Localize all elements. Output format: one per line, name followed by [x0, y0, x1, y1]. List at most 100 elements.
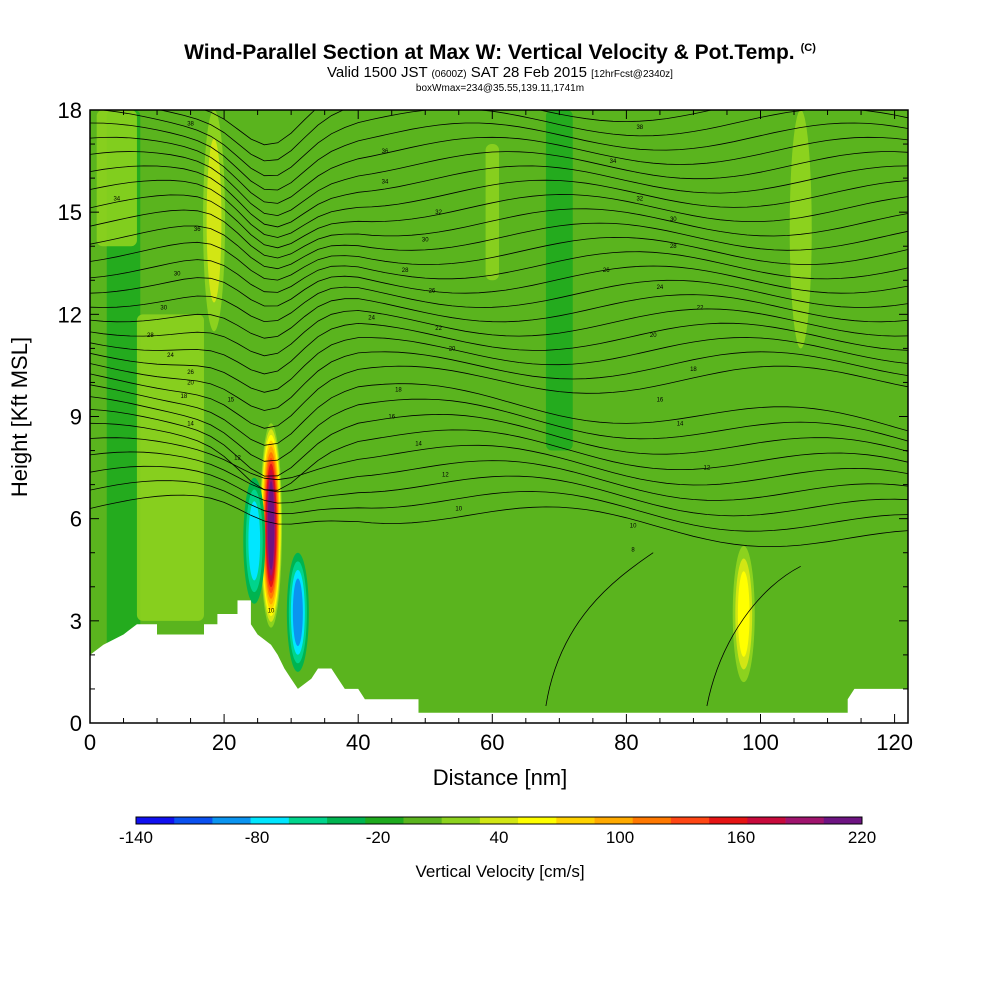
colorbar-swatch: [518, 817, 557, 824]
colorbar-swatch: [288, 817, 328, 824]
contour-label: 34: [610, 159, 617, 165]
copyright-mark: (C): [800, 42, 816, 54]
colorbar-swatch: [747, 817, 786, 824]
contour-label: 30: [670, 217, 677, 223]
velocity-core: [267, 481, 275, 570]
pot-temp-contour: [90, 480, 908, 532]
velocity-core: [206, 138, 222, 303]
contour-label: 18: [181, 394, 188, 400]
velocity-band: [96, 110, 137, 247]
x-tick-label: 20: [212, 730, 236, 755]
contour-label: 12: [704, 466, 711, 472]
colorbar-swatch: [823, 817, 863, 824]
contour-label: 30: [174, 271, 181, 277]
chart-title: Wind-Parallel Section at Max W: Vertical…: [0, 36, 1000, 65]
contour-label: 12: [234, 455, 241, 461]
contour-label: 34: [113, 197, 120, 203]
y-tick-label: 6: [70, 507, 82, 532]
y-tick-label: 18: [58, 98, 82, 123]
colorbar-tick-label: -20: [366, 828, 391, 847]
x-axis-title: Distance [nm]: [432, 765, 568, 790]
y-tick-label: 9: [70, 405, 82, 430]
y-tick-label: 3: [70, 609, 82, 634]
colorbar-swatch: [709, 817, 748, 824]
contour-label: 38: [636, 125, 643, 131]
pot-temp-contour: [90, 451, 908, 501]
valid-prefix: Valid 1500 JST: [327, 64, 428, 81]
velocity-core: [789, 110, 812, 349]
pot-temp-contour: [90, 208, 908, 259]
pot-temp-contour: [90, 294, 908, 339]
colorbar-tick-label: 160: [727, 828, 755, 847]
pot-temp-contour: [90, 365, 908, 429]
contour-label: 30: [160, 306, 167, 312]
contour-label: 34: [382, 180, 389, 186]
x-tick-label: 80: [614, 730, 638, 755]
chart-title-block: Wind-Parallel Section at Max W: Vertical…: [0, 36, 1000, 94]
pot-temp-contour: [90, 437, 908, 486]
pot-temp-contour: [90, 151, 908, 217]
colorbar-swatch: [212, 817, 251, 824]
y-tick-label: 0: [70, 711, 82, 736]
pot-temp-contours: [90, 110, 908, 707]
contour-label: 24: [657, 285, 664, 291]
contour-label: 28: [402, 268, 409, 274]
contour-label: 16: [388, 415, 395, 421]
colorbar-swatch: [785, 817, 825, 824]
velocity-band: [106, 110, 141, 723]
contour-label: 38: [187, 122, 194, 128]
pot-temp-contour: [90, 383, 908, 446]
colorbar-swatch: [136, 817, 175, 824]
valid-date: SAT 28 Feb 2015: [470, 64, 587, 81]
contour-label: 18: [690, 367, 697, 373]
y-tick-label: 15: [58, 200, 82, 225]
contour-label: 12: [442, 472, 449, 478]
contour-label: 16: [657, 397, 664, 403]
pot-temp-contour: [158, 110, 714, 162]
pot-temp-contour: [90, 265, 908, 307]
pot-temp-contour: [90, 337, 908, 393]
colorbar-tick-label: 40: [490, 828, 509, 847]
pot-temp-contour: [90, 279, 908, 323]
contour-label: 24: [368, 316, 375, 322]
velocity-band: [485, 144, 499, 281]
pot-temp-contour: [90, 396, 908, 462]
colorbar-swatch: [594, 817, 634, 824]
contour-label: 26: [603, 268, 610, 274]
contour-label: 10: [268, 609, 275, 615]
contour-label: 14: [187, 421, 194, 427]
contour-label: 8: [631, 547, 635, 553]
contour-label: 14: [415, 442, 422, 448]
colorbar-swatch: [632, 817, 672, 824]
pot-temp-contour: [90, 351, 908, 411]
colorbar-title: Vertical Velocity [cm/s]: [415, 862, 585, 881]
colorbar-tick-label: 100: [606, 828, 634, 847]
contour-label: 28: [670, 244, 677, 250]
valid-time-line: Valid 1500 JST (0600Z) SAT 28 Feb 2015 […: [0, 65, 1000, 83]
pot-temp-contour: [90, 194, 908, 249]
contour-label: 20: [650, 333, 657, 339]
y-axis-title: Height [Kft MSL]: [7, 336, 32, 498]
contour-label: 36: [382, 149, 389, 155]
velocity-core: [737, 571, 750, 657]
pot-temp-contour: [90, 236, 908, 281]
colorbar-frame: [135, 816, 863, 825]
pot-temp-contour: [90, 494, 908, 548]
contour-label: 10: [630, 523, 637, 529]
contour-label: 26: [187, 370, 194, 376]
colorbar-swatch: [174, 817, 213, 824]
pot-temp-contour: [90, 322, 908, 375]
contour-label: 22: [697, 306, 704, 312]
pot-temp-contour: [90, 222, 908, 270]
x-tick-label: 0: [84, 730, 96, 755]
pot-temp-contour: [90, 179, 908, 238]
pot-temp-contour: [90, 251, 908, 293]
x-tick-label: 100: [742, 730, 779, 755]
pot-temp-contour: [90, 422, 908, 491]
pot-temp-contour: [90, 165, 908, 228]
contour-label: 20: [187, 380, 194, 386]
pot-temp-contour: [203, 110, 316, 146]
terrain-mask: [90, 600, 908, 723]
forecast-tag: [12hrFcst@2340z]: [591, 69, 673, 80]
